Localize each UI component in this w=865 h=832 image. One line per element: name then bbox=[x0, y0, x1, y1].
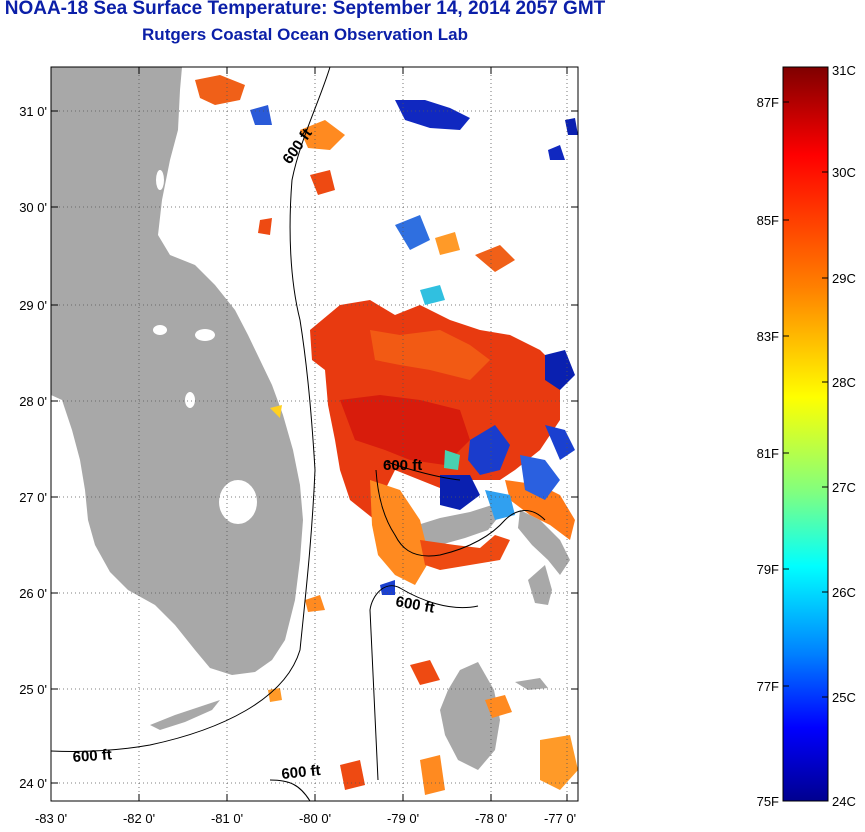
colorbar-celsius-labels: 31C 30C 29C 28C 27C 26C 25C 24C bbox=[832, 63, 856, 809]
lon-label: -82 0' bbox=[123, 811, 155, 826]
contour-label: 600 ft bbox=[383, 457, 422, 474]
map-subtitle: Rutgers Coastal Ocean Observation Lab bbox=[142, 25, 468, 44]
lat-label: 26 0' bbox=[19, 586, 47, 601]
latitude-labels: 31 0' 30 0' 29 0' 28 0' 27 0' 26 0' 25 0… bbox=[19, 104, 47, 791]
contour-label: 600 ft bbox=[72, 746, 112, 766]
fahrenheit-label: 81F bbox=[757, 446, 779, 461]
lat-label: 27 0' bbox=[19, 490, 47, 505]
celsius-label: 30C bbox=[832, 165, 856, 180]
colorbar-fahrenheit-labels: 87F 85F 83F 81F 79F 77F 75F bbox=[757, 95, 779, 809]
celsius-label: 27C bbox=[832, 480, 856, 495]
lon-label: -81 0' bbox=[211, 811, 243, 826]
celsius-label: 28C bbox=[832, 375, 856, 390]
temperature-colorbar bbox=[782, 66, 829, 802]
lat-label: 25 0' bbox=[19, 682, 47, 697]
lat-label: 24 0' bbox=[19, 776, 47, 791]
lon-label: -83 0' bbox=[35, 811, 67, 826]
colorbar-ticks bbox=[783, 101, 828, 698]
fahrenheit-label: 85F bbox=[757, 213, 779, 228]
contour-label: 600 ft bbox=[281, 762, 322, 783]
lat-label: 29 0' bbox=[19, 298, 47, 313]
isobath-contours bbox=[51, 67, 546, 801]
lat-label: 30 0' bbox=[19, 200, 47, 215]
fahrenheit-label: 87F bbox=[757, 95, 779, 110]
inland-lake bbox=[153, 325, 167, 335]
contour-label: 600 ft bbox=[394, 593, 436, 617]
lat-label: 31 0' bbox=[19, 104, 47, 119]
abaco-island bbox=[518, 510, 570, 575]
lake-okeechobee bbox=[219, 480, 257, 524]
eleuthera-island bbox=[528, 565, 552, 605]
nassau-island bbox=[515, 678, 548, 690]
longitude-labels: -83 0' -82 0' -81 0' -80 0' -79 0' -78 0… bbox=[35, 811, 576, 826]
celsius-label: 24C bbox=[832, 794, 856, 809]
fahrenheit-label: 77F bbox=[757, 679, 779, 694]
celsius-label: 31C bbox=[832, 63, 856, 78]
fahrenheit-label: 83F bbox=[757, 329, 779, 344]
fahrenheit-label: 79F bbox=[757, 562, 779, 577]
florida-keys bbox=[150, 700, 220, 730]
lon-label: -79 0' bbox=[387, 811, 419, 826]
celsius-label: 26C bbox=[832, 585, 856, 600]
inland-lake bbox=[185, 392, 195, 408]
lat-label: 28 0' bbox=[19, 394, 47, 409]
map-title: NOAA-18 Sea Surface Temperature: Septemb… bbox=[4, 0, 606, 19]
celsius-label: 25C bbox=[832, 690, 856, 705]
lon-label: -78 0' bbox=[475, 811, 507, 826]
inland-lake bbox=[195, 329, 215, 341]
axis-ticks bbox=[51, 67, 578, 801]
inland-lake bbox=[156, 170, 164, 190]
grand-bahama-island bbox=[405, 505, 500, 548]
lon-label: -80 0' bbox=[299, 811, 331, 826]
fahrenheit-label: 75F bbox=[757, 794, 779, 809]
sst-patches bbox=[195, 75, 578, 795]
celsius-label: 29C bbox=[832, 271, 856, 286]
lon-label: -77 0' bbox=[544, 811, 576, 826]
